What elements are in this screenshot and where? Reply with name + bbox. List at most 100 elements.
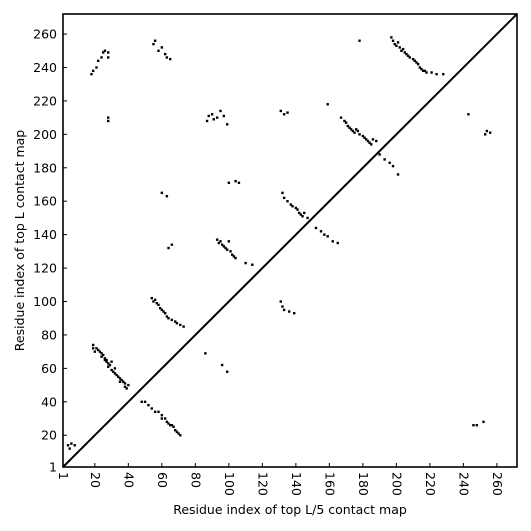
contact-point bbox=[125, 387, 128, 390]
contact-point bbox=[175, 322, 179, 325]
contact-point bbox=[306, 216, 309, 220]
contact-point bbox=[107, 119, 110, 123]
contact-point bbox=[282, 308, 286, 312]
contact-point bbox=[222, 114, 226, 118]
contact-point bbox=[232, 255, 236, 258]
contact-point bbox=[234, 179, 237, 183]
contact-point bbox=[354, 128, 358, 131]
contact-point bbox=[279, 109, 282, 113]
contact-point bbox=[475, 424, 478, 427]
contact-point bbox=[423, 69, 427, 73]
contact-point bbox=[413, 59, 417, 63]
contact-point bbox=[207, 114, 210, 118]
contact-point bbox=[157, 49, 160, 52]
contact-point bbox=[127, 383, 130, 387]
contact-point bbox=[282, 113, 286, 116]
contact-point bbox=[299, 213, 303, 216]
contact-point bbox=[212, 118, 215, 121]
contact-point bbox=[160, 417, 164, 420]
contact-point bbox=[390, 36, 393, 39]
x-tick-label: 20 bbox=[88, 472, 103, 488]
contact-point bbox=[222, 245, 226, 248]
contact-point bbox=[210, 113, 214, 116]
contact-point bbox=[442, 72, 445, 76]
x-tick-label: 240 bbox=[456, 472, 471, 496]
contact-point bbox=[323, 233, 326, 236]
contact-point bbox=[231, 253, 234, 256]
y-tick-label: 1 bbox=[49, 460, 57, 475]
contact-point bbox=[163, 417, 167, 420]
contact-point bbox=[150, 407, 153, 410]
contact-point bbox=[358, 133, 361, 136]
contact-point bbox=[435, 72, 438, 76]
contact-point bbox=[110, 360, 113, 363]
contact-point bbox=[415, 61, 418, 64]
contact-point bbox=[391, 164, 395, 168]
contact-point bbox=[244, 261, 247, 265]
contact-point bbox=[170, 318, 174, 322]
contact-point bbox=[343, 119, 346, 123]
contact-point bbox=[411, 57, 415, 61]
y-tick-label: 220 bbox=[33, 93, 57, 108]
contact-point bbox=[204, 352, 207, 355]
diagonal-line bbox=[62, 13, 518, 468]
contact-point bbox=[157, 410, 160, 414]
contact-point bbox=[331, 240, 334, 243]
contact-point bbox=[420, 67, 423, 71]
contact-point bbox=[296, 208, 299, 211]
contact-point bbox=[157, 303, 160, 307]
x-tick-label: 140 bbox=[289, 472, 304, 496]
contact-point bbox=[100, 352, 103, 355]
contact-point bbox=[401, 47, 405, 51]
contact-point bbox=[120, 378, 123, 382]
contact-point bbox=[163, 312, 167, 315]
contact-point bbox=[108, 363, 112, 367]
y-axis-label: Residue index of top L contact map bbox=[12, 130, 27, 351]
contact-point bbox=[219, 240, 222, 243]
contact-point bbox=[91, 69, 95, 73]
contact-point bbox=[117, 375, 120, 378]
contact-point bbox=[174, 320, 177, 323]
y-tick-label: 200 bbox=[33, 127, 57, 142]
x-tick-label: 60 bbox=[155, 472, 170, 488]
contact-point bbox=[96, 59, 100, 63]
contact-point bbox=[393, 42, 396, 46]
contact-point bbox=[225, 370, 229, 373]
contact-point bbox=[358, 39, 361, 42]
x-tick-label: 260 bbox=[490, 472, 505, 496]
contact-point bbox=[167, 422, 170, 425]
contact-point bbox=[286, 200, 289, 203]
y-tick-label: 140 bbox=[33, 227, 57, 242]
contact-point bbox=[162, 310, 165, 313]
y-tick-label: 20 bbox=[41, 428, 57, 443]
contact-point bbox=[326, 235, 329, 238]
y-tick-label: 240 bbox=[33, 60, 57, 75]
contact-point bbox=[175, 430, 179, 434]
contact-point bbox=[339, 116, 343, 119]
contact-point bbox=[366, 139, 370, 143]
contact-point bbox=[348, 126, 351, 129]
contact-point bbox=[150, 296, 153, 300]
y-tick-label: 60 bbox=[41, 361, 57, 376]
x-tick-label: 100 bbox=[222, 472, 237, 496]
contact-point bbox=[118, 380, 122, 383]
contact-point bbox=[251, 263, 254, 266]
contact-point bbox=[91, 347, 95, 350]
x-axis-label: Residue index of top L/5 contact map bbox=[173, 502, 407, 517]
contact-point bbox=[351, 129, 355, 133]
contact-point bbox=[90, 72, 93, 76]
contact-point bbox=[237, 181, 241, 185]
contact-point bbox=[123, 385, 127, 388]
contact-point bbox=[281, 191, 284, 195]
y-tick-label: 120 bbox=[33, 261, 57, 276]
contact-point bbox=[279, 300, 282, 303]
y-tick-label: 160 bbox=[33, 194, 57, 209]
contact-point bbox=[167, 317, 170, 320]
contact-point bbox=[361, 134, 365, 138]
contact-point bbox=[143, 400, 147, 404]
contact-point bbox=[396, 41, 400, 44]
contact-point bbox=[118, 377, 122, 380]
contact-point bbox=[482, 420, 485, 424]
contact-point bbox=[152, 300, 155, 303]
